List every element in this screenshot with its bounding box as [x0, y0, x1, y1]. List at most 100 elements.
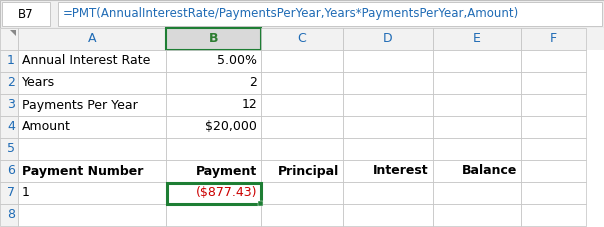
Bar [433, 204, 521, 226]
Text: 7: 7 [7, 187, 15, 200]
Bar [343, 204, 433, 226]
Bar [521, 116, 586, 138]
Bar [18, 138, 166, 160]
Text: Annual Interest Rate: Annual Interest Rate [22, 54, 150, 67]
Bar [433, 72, 521, 94]
Bar [343, 160, 433, 182]
Bar [261, 72, 343, 94]
Bar [521, 94, 586, 116]
Bar [343, 138, 433, 160]
Bar [261, 50, 343, 72]
Bar [0, 72, 18, 94]
Text: 2: 2 [7, 76, 15, 89]
Text: =PMT(AnnualInterestRate/PaymentsPerYear,Years*PaymentsPerYear,Amount): =PMT(AnnualInterestRate/PaymentsPerYear,… [63, 7, 519, 20]
Text: 1: 1 [22, 187, 30, 200]
Text: Payments Per Year: Payments Per Year [22, 99, 138, 111]
Text: F: F [550, 32, 557, 45]
Bar [0, 116, 18, 138]
Bar [167, 183, 260, 203]
Bar [2, 2, 50, 26]
Bar [521, 204, 586, 226]
Text: $20,000: $20,000 [205, 121, 257, 133]
Bar [343, 116, 433, 138]
Bar [521, 160, 586, 182]
Text: Principal: Principal [278, 165, 339, 178]
Bar [18, 72, 166, 94]
Bar [18, 204, 166, 226]
Bar [521, 72, 586, 94]
Bar [166, 94, 261, 116]
Bar [521, 182, 586, 204]
Text: D: D [383, 32, 393, 45]
Bar [433, 138, 521, 160]
Bar [0, 204, 18, 226]
Bar [0, 138, 18, 160]
Bar [521, 50, 586, 72]
Bar [343, 50, 433, 72]
Bar [166, 182, 261, 204]
Bar [261, 182, 343, 204]
Bar [18, 160, 166, 182]
Text: B7: B7 [18, 7, 34, 20]
Text: 6: 6 [7, 165, 15, 178]
Bar [343, 182, 433, 204]
Bar [343, 72, 433, 94]
Bar [0, 50, 18, 72]
Text: Payment: Payment [196, 165, 257, 178]
Bar [433, 160, 521, 182]
Bar [18, 50, 166, 72]
Bar [433, 182, 521, 204]
Bar [261, 160, 343, 182]
Bar [166, 116, 261, 138]
Bar [521, 138, 586, 160]
Bar [521, 28, 586, 50]
Bar [166, 204, 261, 226]
Text: 12: 12 [241, 99, 257, 111]
Bar [343, 28, 433, 50]
Bar [0, 182, 18, 204]
Bar [166, 72, 261, 94]
Text: C: C [298, 32, 306, 45]
Bar [261, 94, 343, 116]
Text: 5.00%: 5.00% [217, 54, 257, 67]
Bar [58, 2, 602, 26]
Polygon shape [10, 30, 16, 36]
Bar [343, 94, 433, 116]
Text: 5: 5 [7, 143, 15, 155]
Bar [0, 94, 18, 116]
Bar [18, 116, 166, 138]
Bar [261, 138, 343, 160]
Bar [433, 116, 521, 138]
Bar [0, 28, 18, 50]
Bar [166, 28, 261, 50]
Text: 4: 4 [7, 121, 15, 133]
Text: Balance: Balance [461, 165, 517, 178]
Bar [18, 28, 166, 50]
Bar [433, 28, 521, 50]
Text: A: A [88, 32, 96, 45]
Bar [166, 160, 261, 182]
Bar [0, 0, 604, 28]
Bar [166, 50, 261, 72]
Text: Payment Number: Payment Number [22, 165, 143, 178]
Text: B: B [209, 32, 218, 45]
Bar [166, 138, 261, 160]
Text: E: E [473, 32, 481, 45]
Bar [18, 94, 166, 116]
Bar [258, 201, 263, 206]
Text: 8: 8 [7, 209, 15, 222]
Text: 1: 1 [7, 54, 15, 67]
Bar [0, 160, 18, 182]
Text: ($877.43): ($877.43) [196, 187, 257, 200]
Bar [261, 204, 343, 226]
Bar [261, 28, 343, 50]
Text: Years: Years [22, 76, 55, 89]
Bar [433, 50, 521, 72]
Bar [433, 94, 521, 116]
Text: 2: 2 [249, 76, 257, 89]
Text: Amount: Amount [22, 121, 71, 133]
Text: Interest: Interest [373, 165, 429, 178]
Bar [261, 116, 343, 138]
Text: 3: 3 [7, 99, 15, 111]
Bar [18, 182, 166, 204]
